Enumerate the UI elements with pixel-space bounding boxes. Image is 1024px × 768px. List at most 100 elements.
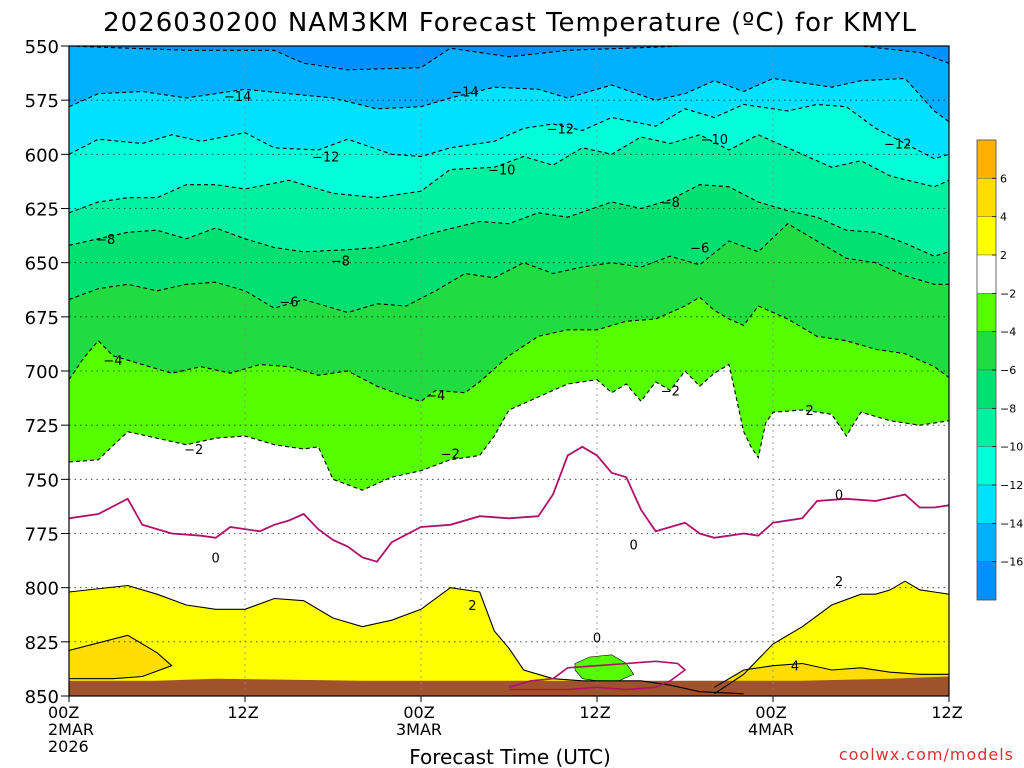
x-tick-label-0-2: 2MAR xyxy=(48,720,94,739)
contour-label-3: −12 xyxy=(312,151,339,166)
credit-text: coolwx.com/models xyxy=(839,745,1014,764)
y-tick-label-800: 800 xyxy=(25,579,59,600)
colorbar-swatch-5 xyxy=(976,331,997,371)
x-axis-label: Forecast Time (UTC) xyxy=(409,745,611,768)
colorbar-swatch-10 xyxy=(976,523,997,562)
colorbar-swatch-0 xyxy=(976,139,997,179)
isotherm-4-12 xyxy=(714,662,949,688)
colorbar-swatch-2 xyxy=(976,216,997,256)
contour-label-21: 0 xyxy=(593,632,601,647)
y-tick-label-750: 750 xyxy=(25,470,59,491)
contour-label-10: −6 xyxy=(279,296,298,311)
band-2-4-0 xyxy=(69,585,744,696)
isotherm-m4-6 xyxy=(69,296,949,402)
y-tick-label-825: 825 xyxy=(25,633,59,654)
contour-label-17: 2 xyxy=(806,404,814,419)
contour-label-4: −12 xyxy=(884,138,911,153)
colorbar-tick-label-10: −16 xyxy=(1000,556,1023,569)
x-tick-label-0-3: 2026 xyxy=(48,737,89,756)
x-tick-label-24-1: 00Z xyxy=(403,703,434,722)
colorbar: 6 4 2 −2 −4 −6 −8 −10 −12 −14 −16 xyxy=(976,139,1023,601)
y-tick-label-600: 600 xyxy=(25,145,59,166)
band-4-6-0 xyxy=(69,635,172,696)
x-tick-label-60-1: 12Z xyxy=(931,703,962,722)
y-tick-label-550: 550 xyxy=(25,37,59,58)
temperature-bands xyxy=(69,46,949,696)
isotherm-0-loop xyxy=(508,660,687,691)
isotherm-m6-5 xyxy=(69,223,949,314)
colorbar-tick-label-2: 2 xyxy=(1000,249,1007,262)
isotherm-2-9 xyxy=(69,584,744,695)
y-tick-label-650: 650 xyxy=(25,254,59,275)
colorbar-swatch-7 xyxy=(976,408,997,447)
colorbar-tick-label-5: −6 xyxy=(1000,364,1016,377)
contour-label-24: 4 xyxy=(791,660,799,675)
colorbar-tick-label-7: −10 xyxy=(1000,441,1023,454)
y-tick-label-725: 725 xyxy=(25,416,59,437)
contour-labels: −14 −14 −12 −12 −12 −10 −10 −8 −8 −8 −6 −6 −4 −4 −2 −2 −… xyxy=(96,86,911,675)
x-tick-label-24-2: 3MAR xyxy=(396,720,442,739)
contour-label-20: 0 xyxy=(835,489,843,504)
y-tick-label-700: 700 xyxy=(25,362,59,383)
colorbar-swatch-3 xyxy=(976,254,997,294)
isotherm-m10-3 xyxy=(69,134,949,214)
x-tick-label-48-1: 00Z xyxy=(755,703,786,722)
chart-title: 2026030200 NAM3KM Forecast Temperature (… xyxy=(103,8,917,38)
y-axis: 550 575 600 625 650 675 700 725 750 775 800 825 850 xyxy=(25,37,69,708)
isotherm-2-10 xyxy=(713,580,949,695)
isotherm-m16-0 xyxy=(69,46,949,71)
contour-label-0: −14 xyxy=(451,86,478,101)
contour-label-23: 2 xyxy=(835,575,843,590)
colorbar-tick-label-1: 4 xyxy=(1000,211,1007,224)
contour-label-12: −4 xyxy=(103,354,122,369)
colorbar-swatch-8 xyxy=(976,446,997,486)
colorbar-tick-label-4: −4 xyxy=(1000,326,1016,339)
isotherm-4-11 xyxy=(69,634,173,680)
colorbar-tick-label-8: −12 xyxy=(1000,479,1023,492)
isotherm-0-8 xyxy=(69,445,949,563)
x-tick-label-12-1: 12Z xyxy=(227,703,258,722)
ground-fill xyxy=(69,676,949,696)
y-tick-label-675: 675 xyxy=(25,308,59,329)
colorbar-swatch-4 xyxy=(976,293,997,332)
y-tick-label-575: 575 xyxy=(25,91,59,112)
contour-label-19: 0 xyxy=(630,538,638,553)
isotherm-m2-7 xyxy=(69,363,949,491)
grid xyxy=(69,46,949,696)
y-tick-label-850: 850 xyxy=(25,687,59,708)
contour-label-5: −10 xyxy=(701,133,728,148)
colorbar-tick-label-3: −2 xyxy=(1000,287,1016,300)
plot-area: −14 −14 −12 −12 −12 −10 −10 −8 −8 −8 −6 −6 −4 −4 −2 −2 −… xyxy=(69,46,949,696)
contour-label-22: 2 xyxy=(468,599,476,614)
contour-label-2: −12 xyxy=(547,122,574,137)
colorbar-swatch-9 xyxy=(976,484,997,524)
colorbar-tick-label-0: 6 xyxy=(1000,172,1007,185)
colorbar-swatch-11 xyxy=(976,561,997,601)
colorbar-tick-label-9: −14 xyxy=(1000,517,1023,530)
contour-label-13: −4 xyxy=(426,389,445,404)
y-tick-label-775: 775 xyxy=(25,525,59,546)
isotherm-m14-1 xyxy=(69,77,949,123)
contour-label-6: −10 xyxy=(488,164,515,179)
contour-label-7: −8 xyxy=(96,233,115,248)
x-tick-label-48-2: 4MAR xyxy=(748,720,794,739)
x-tick-label-36-1: 12Z xyxy=(579,703,610,722)
contour-label-9: −8 xyxy=(661,196,680,211)
contour-label-1: −14 xyxy=(224,90,251,105)
contour-label-15: −2 xyxy=(441,447,460,462)
contour-label-14: −2 xyxy=(184,443,203,458)
contour-label-16: −2 xyxy=(661,385,680,400)
x-tick-label-0-1: 00Z xyxy=(48,703,79,722)
colorbar-swatch-1 xyxy=(976,178,997,217)
contour-label-8: −8 xyxy=(331,255,350,270)
contour-label-11: −6 xyxy=(690,242,709,257)
isotherm-lines xyxy=(69,46,949,695)
ground-layer xyxy=(69,676,949,696)
contour-label-18: 0 xyxy=(212,551,220,566)
colorbar-swatch-6 xyxy=(976,369,997,409)
y-tick-label-625: 625 xyxy=(25,200,59,221)
colorbar-tick-label-6: −8 xyxy=(1000,402,1016,415)
band-cold-pocket xyxy=(574,654,635,682)
